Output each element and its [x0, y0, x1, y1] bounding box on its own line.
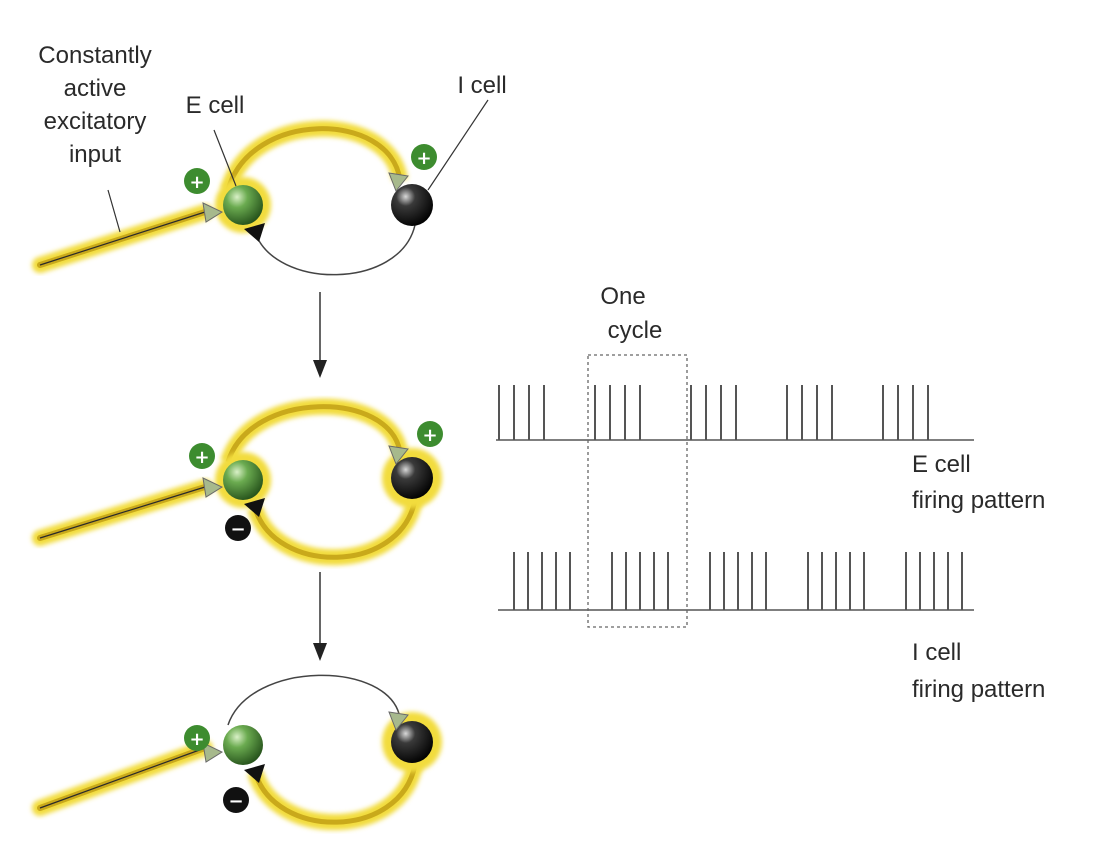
svg-text:Constantly: Constantly: [38, 42, 151, 69]
excitatory-input-axon: [32, 204, 213, 273]
svg-text:+: +: [194, 447, 209, 468]
excitatory-synapse-input: [202, 477, 224, 498]
excitatory-input-axon: [32, 479, 213, 546]
svg-text:firing pattern: firing pattern: [912, 676, 1045, 703]
e-to-i-connection: [220, 120, 408, 193]
inhibitory-synapse: [244, 764, 265, 783]
svg-text:−: −: [228, 791, 243, 812]
one-cycle-box: [587, 354, 688, 628]
e-cell: [215, 452, 271, 508]
i-cell: [382, 712, 442, 772]
svg-text:I cell: I cell: [912, 639, 961, 666]
i-firing-pattern: [498, 552, 974, 611]
plus-badge-e: +: [184, 168, 210, 194]
svg-text:cycle: cycle: [608, 317, 663, 344]
e-to-i-connection: [227, 674, 401, 726]
stage-3: + −: [32, 674, 442, 831]
i-cell: [391, 184, 433, 226]
svg-text:firing pattern: firing pattern: [912, 487, 1045, 514]
i-to-e-connection: [254, 224, 416, 276]
one-cycle-label: One cycle: [600, 283, 662, 344]
plus-badge-e: +: [189, 443, 215, 469]
svg-text:E cell: E cell: [912, 451, 971, 478]
i-to-e-connection: [247, 762, 423, 831]
stage-1: + +: [32, 99, 489, 276]
arrow-2-to-3: [313, 572, 327, 661]
svg-text:excitatory: excitatory: [44, 108, 147, 135]
plus-badge-i: +: [411, 144, 437, 170]
stage-2: + + −: [32, 398, 443, 566]
e-spike-train: [498, 385, 929, 440]
excitatory-synapse-input: [202, 742, 224, 763]
excitatory-synapse-on-i: [388, 445, 409, 465]
i-spike-train: [513, 552, 963, 610]
i-to-e-connection: [247, 497, 423, 566]
svg-text:input: input: [69, 141, 121, 168]
plus-badge-i: +: [417, 421, 443, 447]
e-cell-label-pointer: [213, 129, 237, 187]
i-pattern-label: I cell firing pattern: [912, 639, 1045, 703]
excitatory-synapse-on-i: [388, 172, 409, 192]
svg-text:+: +: [416, 148, 431, 169]
input-label: Constantly active excitatory input: [38, 42, 151, 168]
svg-text:+: +: [422, 425, 437, 446]
minus-badge-e: −: [223, 787, 249, 813]
e-cell: [223, 725, 263, 765]
e-cell-label: E cell: [186, 92, 245, 119]
svg-text:One: One: [600, 283, 645, 310]
svg-text:+: +: [189, 729, 204, 750]
e-cell: [215, 177, 271, 233]
e-to-i-connection: [220, 398, 408, 465]
excitatory-synapse-input: [202, 202, 224, 223]
i-cell-label-pointer: [427, 99, 489, 191]
svg-text:active: active: [64, 75, 127, 102]
e-pattern-label: E cell firing pattern: [912, 451, 1045, 514]
excitatory-synapse-on-i: [388, 711, 409, 731]
excitatory-input-axon: [32, 740, 213, 816]
plus-badge-e: +: [184, 725, 210, 751]
svg-text:+: +: [189, 172, 204, 193]
i-cell: [382, 448, 442, 508]
input-label-pointer: [107, 189, 121, 233]
arrow-1-to-2: [313, 292, 327, 378]
e-firing-pattern: [496, 385, 974, 441]
minus-badge-e: −: [225, 515, 251, 541]
i-cell-label: I cell: [457, 72, 506, 99]
inhibitory-synapse: [244, 498, 265, 517]
svg-text:−: −: [230, 519, 245, 540]
inhibitory-synapse: [244, 223, 265, 242]
